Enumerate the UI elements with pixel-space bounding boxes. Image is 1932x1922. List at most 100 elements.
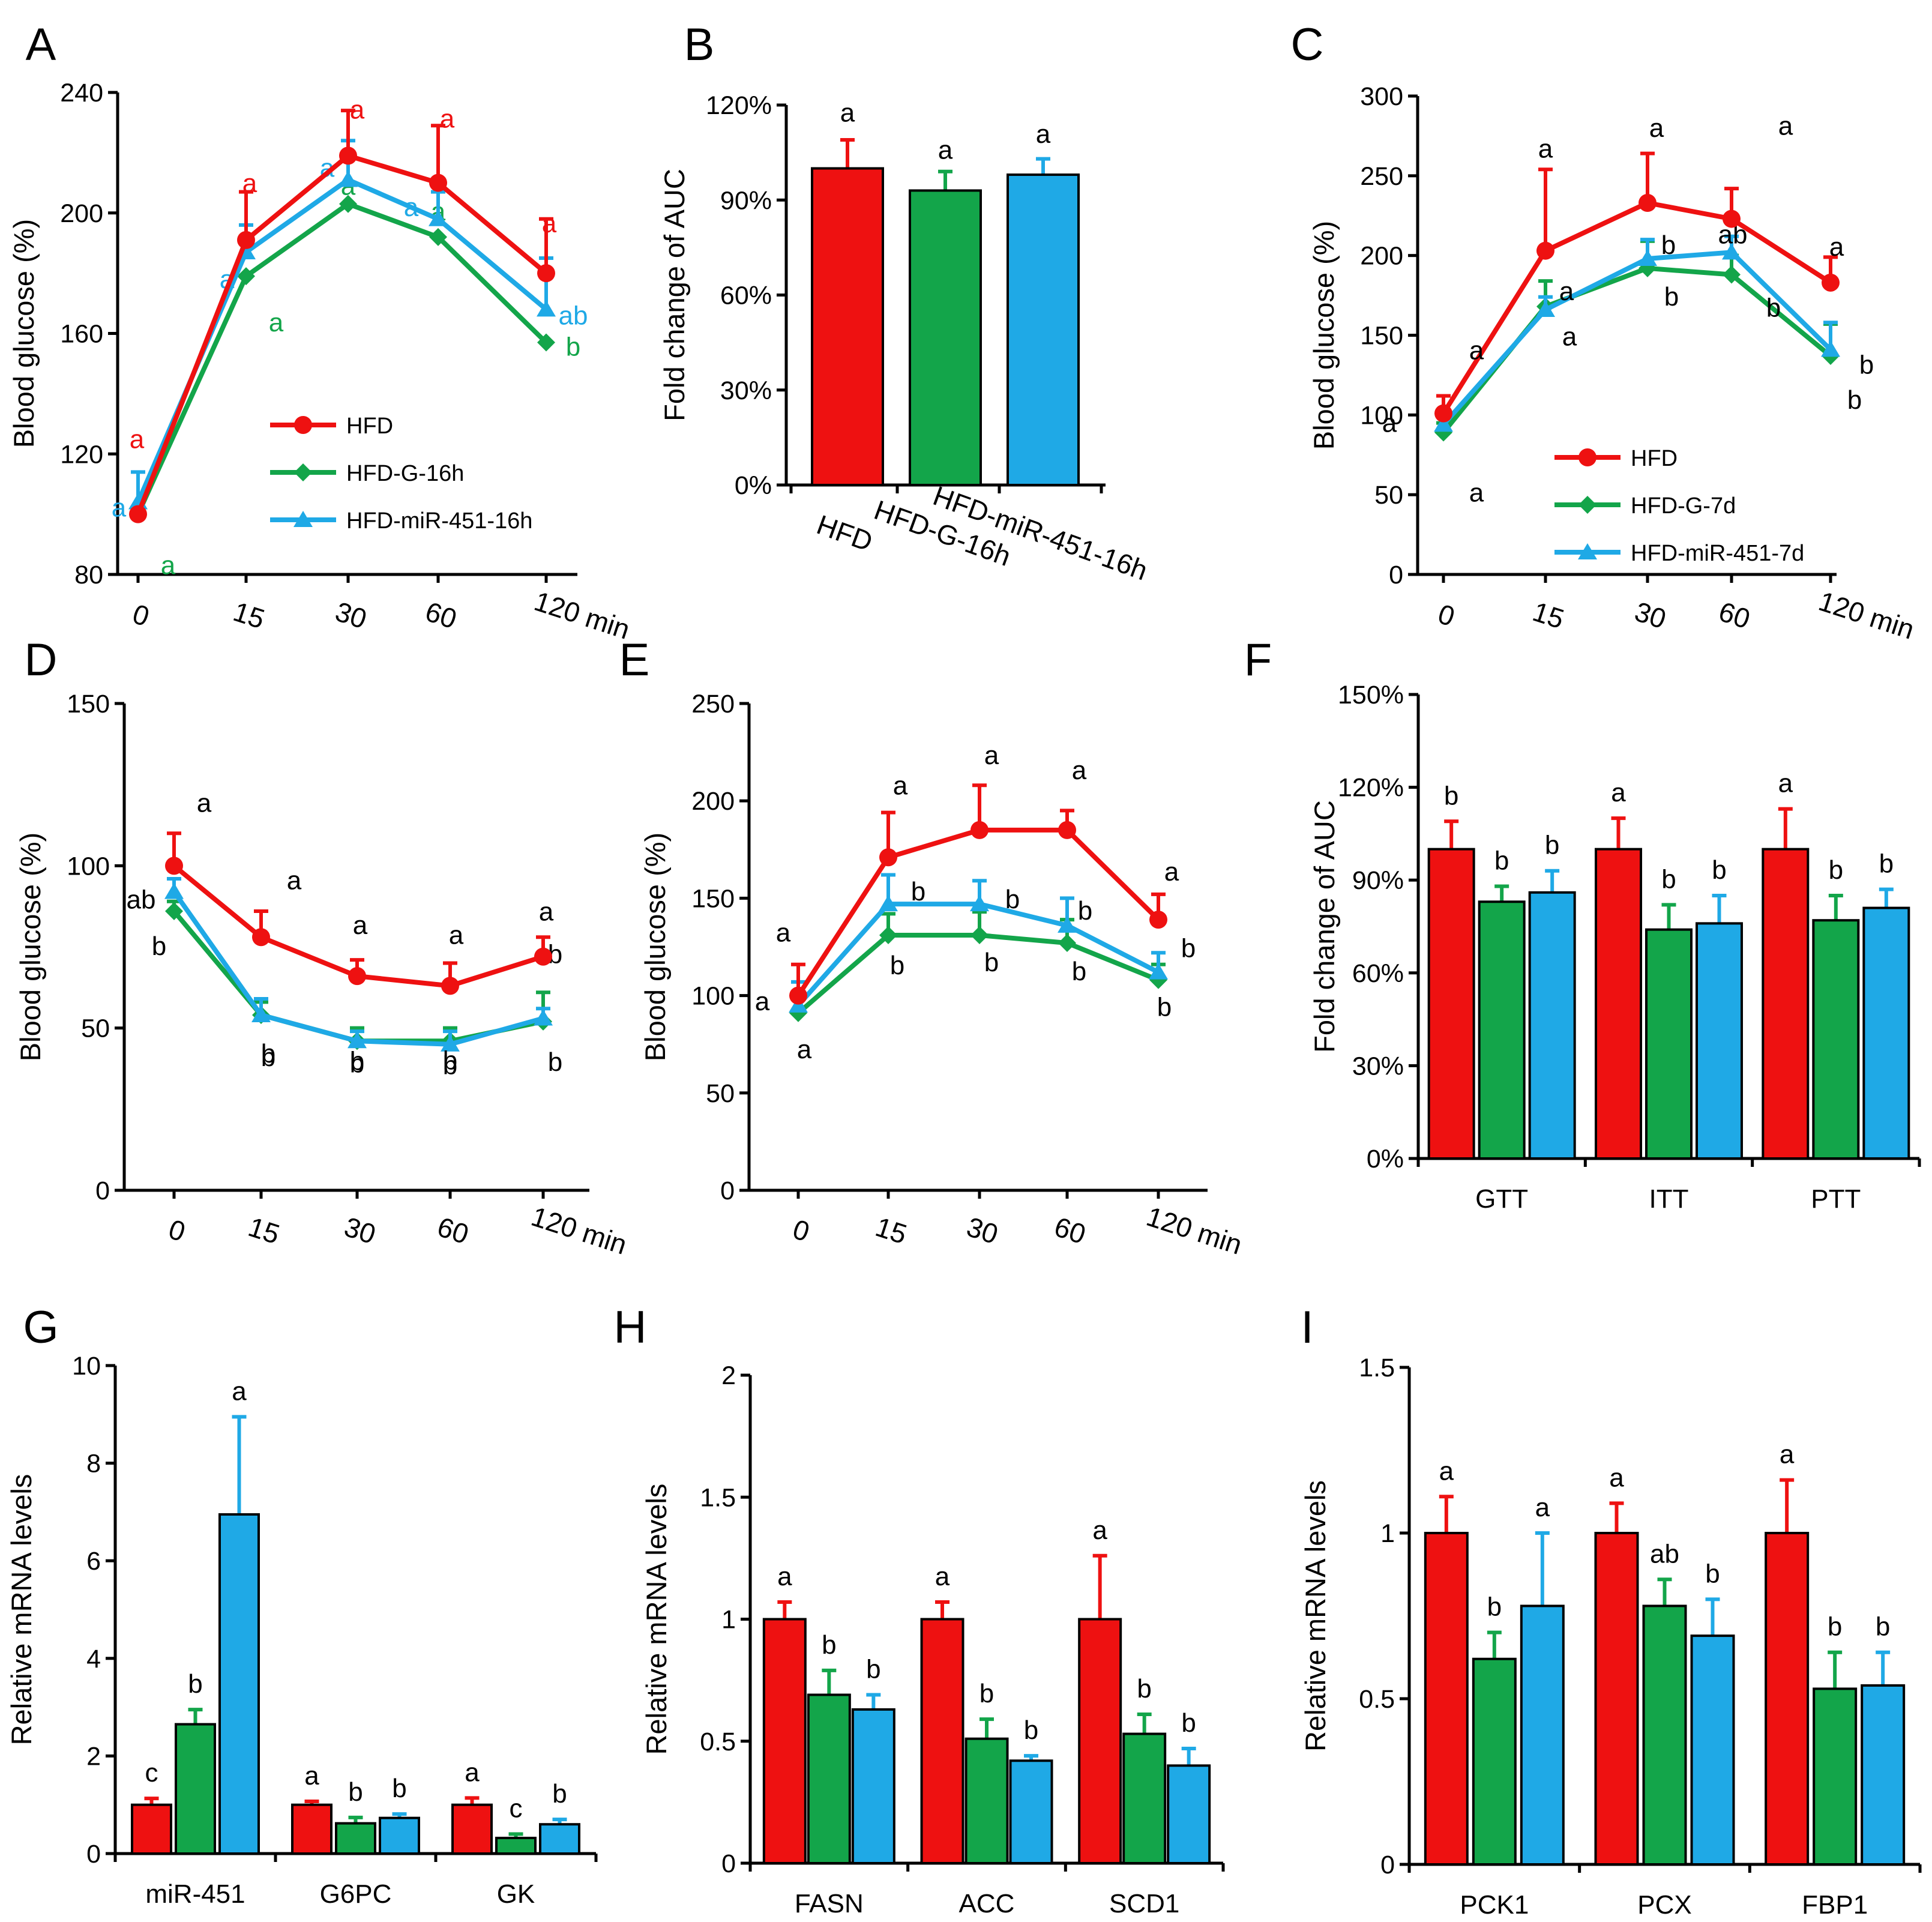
circle-marker [348,967,366,986]
y-tick-label: 2 [721,1361,736,1390]
bar [851,1708,895,1865]
y-tick-label: 50 [81,1014,110,1043]
significance-letter: a [755,987,770,1016]
y-tick-label: 100 [691,982,735,1011]
significance-letter: b [188,1669,202,1699]
triangle-marker [1638,249,1657,266]
bar [495,1836,537,1855]
circle-marker [971,821,989,839]
y-tick-label: 90% [1352,866,1404,895]
x-tick-label: 30 [332,595,371,634]
significance-letter: b [1876,1612,1890,1642]
x-tick-label: 120 min [528,1200,631,1261]
significance-letter: a [893,771,908,800]
series-line [1442,250,1832,426]
triangle-marker [1578,543,1597,559]
triangle-marker [970,895,989,912]
x-tick-label: PTT [1811,1184,1861,1214]
x-tick-label: 60 [422,595,461,634]
diamond-marker [537,333,555,352]
significance-letter: b [1005,885,1020,914]
significance-letter: b [911,877,925,906]
bar [379,1816,420,1855]
x-tick-label: SCD1 [1109,1889,1179,1918]
circle-marker [534,947,552,966]
significance-letter: a [776,918,791,948]
bar [1813,1687,1858,1866]
y-tick-label: 200 [691,787,735,816]
panel-e: 0 50 100 150 200 250 Blood glucose (%) 0 15 30 60 1… [619,634,1246,1261]
x-tick-label: 30 [963,1211,1002,1250]
x-tick-label: 0 [789,1213,813,1247]
x-tick-label: 120 min [1815,585,1918,645]
significance-letter: b [1879,849,1894,879]
circle-marker [1822,273,1840,292]
y-tick-label: 80 [74,561,103,589]
significance-letter: a [1778,769,1793,798]
x-tick-label: 15 [245,1211,284,1250]
significance-letter: b [261,1039,275,1068]
bar [811,167,884,486]
significance-letter: a [840,98,855,128]
y-tick-label: 0% [735,471,772,500]
significance-letter: a [1780,1440,1795,1469]
y-tick-label: 30% [720,376,772,405]
y-tick-label: 0.5 [700,1728,736,1756]
x-tick-label: FASN [795,1889,864,1918]
legend: HFD HFD-G-7d HFD-miR-451-7d [1554,446,1804,566]
significance-letter: b [1181,1708,1196,1738]
x-tick-label: 120 min [531,585,634,645]
bar [1645,928,1693,1160]
y-tick-label: 0% [1367,1145,1404,1173]
significance-letter: a [1036,119,1051,149]
significance-letter: a [242,169,257,198]
significance-letter: b [1828,1612,1842,1642]
triangle-marker [348,1032,367,1049]
circle-marker [252,928,270,947]
significance-letter: c [510,1794,523,1823]
panel-label: I [1301,1302,1313,1353]
legend-label: HFD-G-7d [1631,493,1736,519]
significance-letter: a [350,95,365,124]
circle-marker [1639,193,1657,212]
significance-letter: b [984,948,999,977]
significance-letter: b [1661,230,1676,260]
significance-letter: b [1137,1674,1151,1704]
x-tick-label: G6PC [320,1879,392,1909]
bar [131,1803,172,1855]
legend-label: HFD-miR-451-16h [346,508,532,534]
bar [964,1737,1009,1865]
y-tick-label: 300 [1360,82,1403,111]
bar [1427,848,1475,1160]
significance-letter: b [1157,993,1172,1022]
triangle-marker [879,895,898,912]
significance-letter: b [1712,855,1726,885]
diamond-marker [294,463,312,481]
legend-label: HFD [346,414,393,439]
panel-label: H [614,1302,647,1353]
significance-letter: a [1469,478,1484,508]
diamond-marker [165,902,183,921]
significance-letter: a [440,104,455,134]
bar [920,1618,964,1864]
panel-label: G [23,1302,58,1353]
triangle-marker [429,209,448,226]
x-tick-label: 0 [1434,598,1458,632]
y-tick-label: 100 [1360,401,1403,430]
y-axis-title: Relative mRNA levels [640,1484,672,1755]
significance-letter: b [1829,855,1843,885]
significance-letter: b [443,1050,457,1080]
bar [1861,1684,1906,1866]
significance-letter: a [539,897,554,927]
y-axis-title: Relative mRNA levels [5,1474,37,1746]
panel-b: 0%30%60%90%120%Fold change of AUCaHFDaHF… [658,19,1152,586]
significance-letter: a [112,493,127,523]
significance-letter: b [1661,864,1676,894]
x-tick-label: ACC [959,1889,1015,1918]
significance-letter: a [161,551,176,580]
x-tick-label: ITT [1649,1184,1689,1214]
bar [1812,919,1860,1160]
triangle-marker [1722,243,1741,260]
significance-letter: ab [559,301,588,330]
